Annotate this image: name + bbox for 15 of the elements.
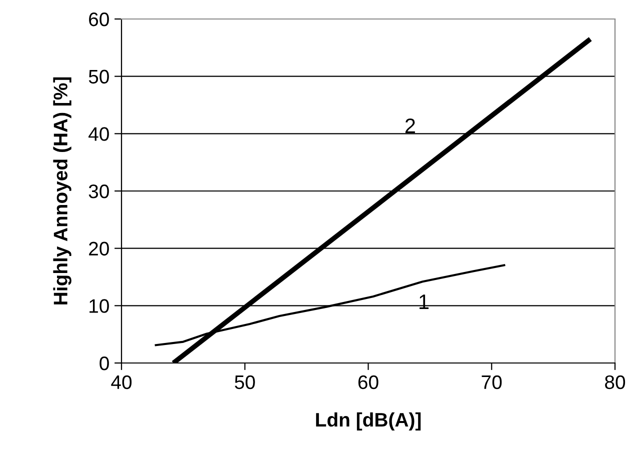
x-tick-label: 50 <box>234 375 255 390</box>
y-tick-label: 0 <box>100 356 109 370</box>
series-label: 2 <box>405 118 415 133</box>
y-tick-label: 10 <box>90 299 109 313</box>
x-tick-label: 80 <box>605 375 626 390</box>
y-tick-label: 50 <box>88 70 109 84</box>
y-axis-title: Highly Annoyed (HA) [%] <box>53 77 72 304</box>
y-tick-label: 60 <box>89 12 109 26</box>
x-tick-label: 70 <box>482 375 502 390</box>
y-tick-label: 20 <box>89 242 109 256</box>
y-tick-label: 30 <box>88 184 109 198</box>
y-tick-label: 40 <box>88 127 109 141</box>
x-tick-label: 40 <box>111 375 132 390</box>
x-tick-label: 60 <box>358 375 378 390</box>
x-axis-title: Ldn [dB(A)] <box>316 412 421 430</box>
